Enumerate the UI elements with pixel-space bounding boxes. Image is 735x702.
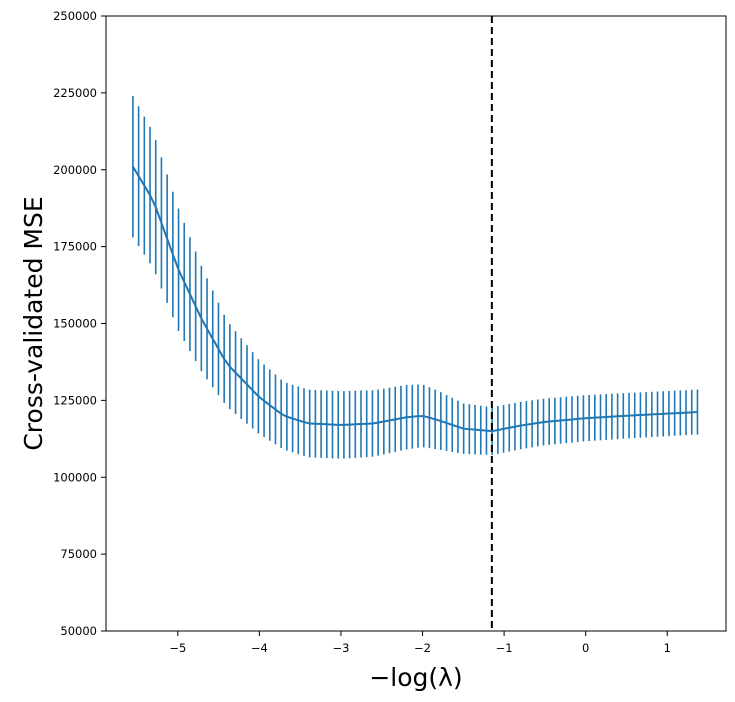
mean-curve xyxy=(132,166,698,433)
x-tick-label: −2 xyxy=(414,641,431,655)
y-tick-label: 150000 xyxy=(53,317,97,331)
plot-area xyxy=(106,16,726,631)
x-tick-label: 1 xyxy=(664,641,671,655)
y-tick-label: 200000 xyxy=(53,163,97,177)
x-axis-label: −log(λ) xyxy=(369,663,462,692)
x-axis-ticks: −5 −4 −3 −2 −1 0 1 xyxy=(169,631,671,655)
mean-line xyxy=(132,166,698,433)
x-tick-label: −3 xyxy=(332,641,349,655)
y-tick-label: 50000 xyxy=(60,624,97,638)
x-tick-label: −5 xyxy=(169,641,186,655)
x-tick-label: −4 xyxy=(251,641,268,655)
y-axis-ticks: 50000 75000 100000 125000 150000 175000 200000… xyxy=(53,9,106,638)
y-tick-label: 100000 xyxy=(53,470,97,484)
y-tick-label: 175000 xyxy=(53,240,97,254)
plot-background xyxy=(106,16,726,631)
x-tick-label: 0 xyxy=(582,641,589,655)
y-tick-label: 75000 xyxy=(60,547,97,561)
y-tick-label: 225000 xyxy=(53,86,97,100)
y-tick-label: 250000 xyxy=(53,9,97,23)
x-tick-label: −1 xyxy=(496,641,513,655)
y-axis-label: Cross-validated MSE xyxy=(19,196,48,450)
y-tick-label: 125000 xyxy=(53,393,97,407)
